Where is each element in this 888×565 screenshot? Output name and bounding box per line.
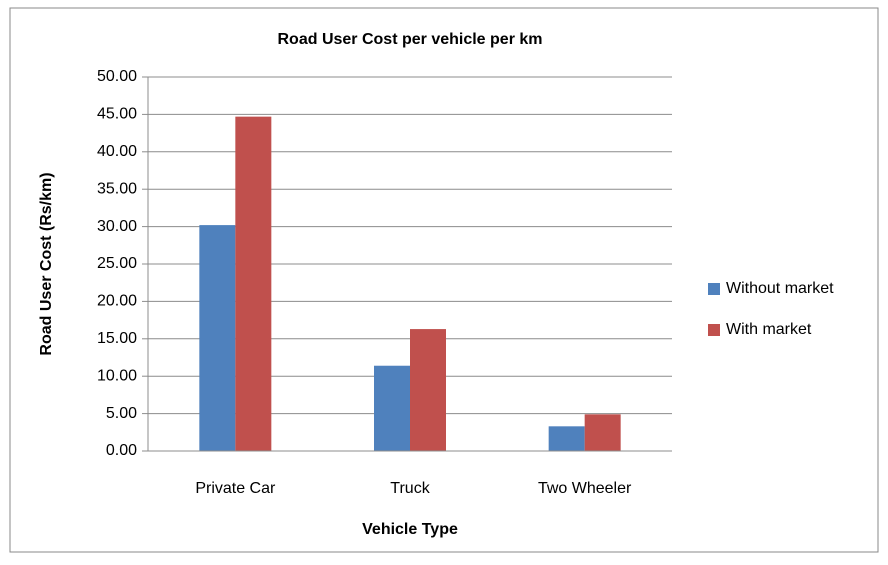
y-tick-label: 15.00 — [97, 330, 137, 347]
bar — [584, 414, 621, 451]
bar — [199, 225, 236, 451]
y-tick-label: 50.00 — [97, 68, 137, 85]
y-tick-label: 45.00 — [97, 106, 137, 123]
y-tick-label: 10.00 — [97, 367, 137, 384]
y-tick-label: 35.00 — [97, 180, 137, 197]
y-tick-label: 40.00 — [97, 143, 137, 160]
legend-swatch — [708, 283, 720, 295]
x-tick-label: Truck — [390, 480, 430, 497]
x-axis-label: Vehicle Type — [362, 521, 458, 538]
y-tick-label: 5.00 — [106, 405, 137, 422]
chart-title: Road User Cost per vehicle per km — [278, 31, 543, 48]
legend-swatch — [708, 324, 720, 336]
chart-frame — [9, 7, 879, 553]
y-tick-label: 20.00 — [97, 293, 137, 310]
y-tick-label: 0.00 — [106, 442, 137, 459]
bar — [548, 426, 585, 451]
y-axis-label: Road User Cost (Rs/km) — [38, 172, 55, 355]
bar — [235, 116, 272, 452]
x-tick-label: Private Car — [195, 480, 276, 497]
legend-label: With market — [726, 321, 812, 338]
bar — [410, 329, 446, 451]
legend-label: Without market — [726, 280, 834, 297]
y-tick-label: 25.00 — [97, 255, 137, 272]
x-tick-label: Two Wheeler — [538, 480, 632, 497]
bar — [374, 365, 410, 451]
y-tick-label: 30.00 — [97, 218, 137, 235]
